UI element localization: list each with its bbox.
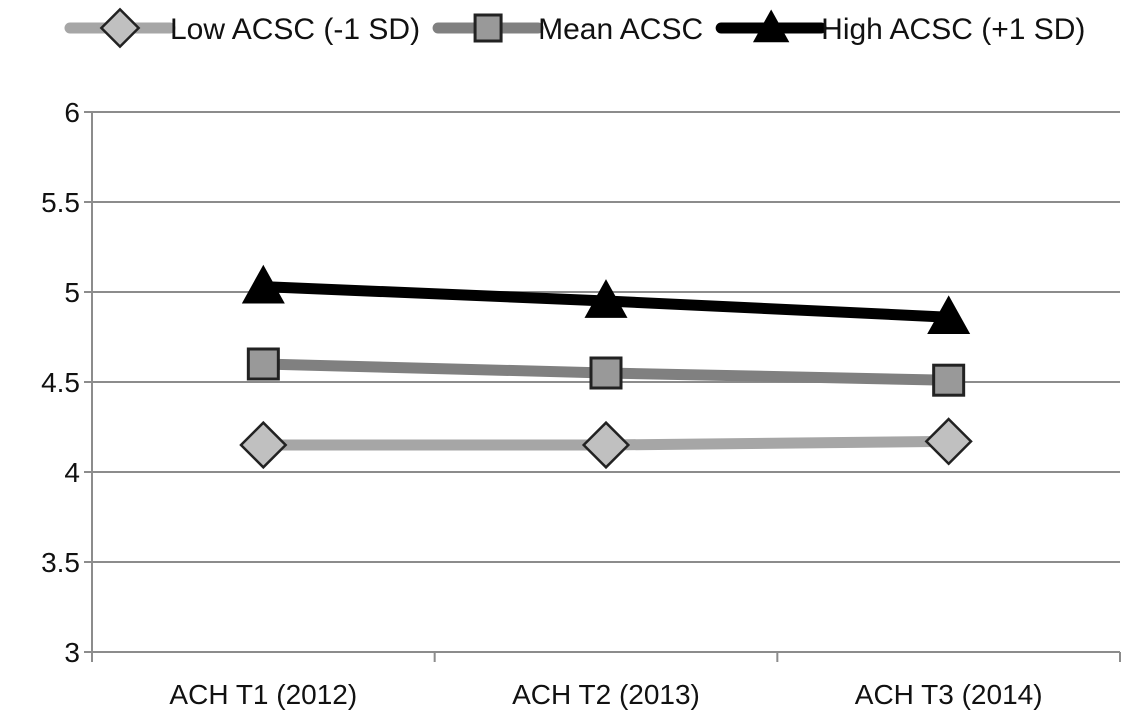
legend-item: Low ACSC (-1 SD): [64, 7, 420, 49]
y-tick-label: 5: [64, 277, 80, 308]
data-point: [924, 417, 973, 466]
legend-label: High ACSC (+1 SD): [821, 13, 1085, 46]
legend-marker: [473, 13, 503, 43]
legend-label: Mean ACSC: [538, 13, 703, 46]
data-point: [932, 363, 966, 397]
data-point: [239, 420, 288, 470]
y-tick-label: 6: [64, 97, 80, 128]
legend-marker: [752, 9, 790, 43]
y-tick-label: 5.5: [41, 187, 80, 218]
legend-item: High ACSC (+1 SD): [715, 9, 1085, 46]
axes: [84, 111, 1121, 662]
legend-marker: [99, 7, 141, 49]
y-tick-label: 3.5: [41, 547, 80, 578]
x-tick-label: ACH T1 (2012): [169, 679, 357, 710]
data-point: [246, 347, 280, 381]
gridlines: [92, 111, 1120, 563]
data-point: [584, 279, 628, 318]
x-tick-label: ACH T2 (2013): [512, 679, 700, 710]
series-low-acsc-1-sd: [239, 417, 973, 470]
legend: Low ACSC (-1 SD) Mean ACSC High ACSC (+1 S…: [64, 7, 1085, 49]
series-mean-acsc: [246, 347, 966, 397]
legend-item: Mean ACSC: [432, 13, 703, 46]
y-axis-ticks: 3 3.5 4 4.5 5 5.5 6: [41, 97, 80, 668]
series-high-acsc-1-sd: [241, 264, 971, 335]
data-point: [927, 295, 971, 335]
data-point: [241, 264, 285, 304]
series-group: [239, 264, 973, 470]
data-point: [581, 420, 631, 470]
legend-label: Low ACSC (-1 SD): [170, 13, 420, 46]
y-tick-label: 3: [64, 637, 80, 668]
data-point: [589, 356, 623, 390]
y-tick-label: 4.5: [41, 367, 80, 398]
y-tick-label: 4: [64, 457, 80, 488]
x-axis-ticks: ACH T1 (2012) ACH T2 (2013) ACH T3 (2014): [169, 679, 1042, 710]
x-tick-label: ACH T3 (2014): [855, 679, 1043, 710]
